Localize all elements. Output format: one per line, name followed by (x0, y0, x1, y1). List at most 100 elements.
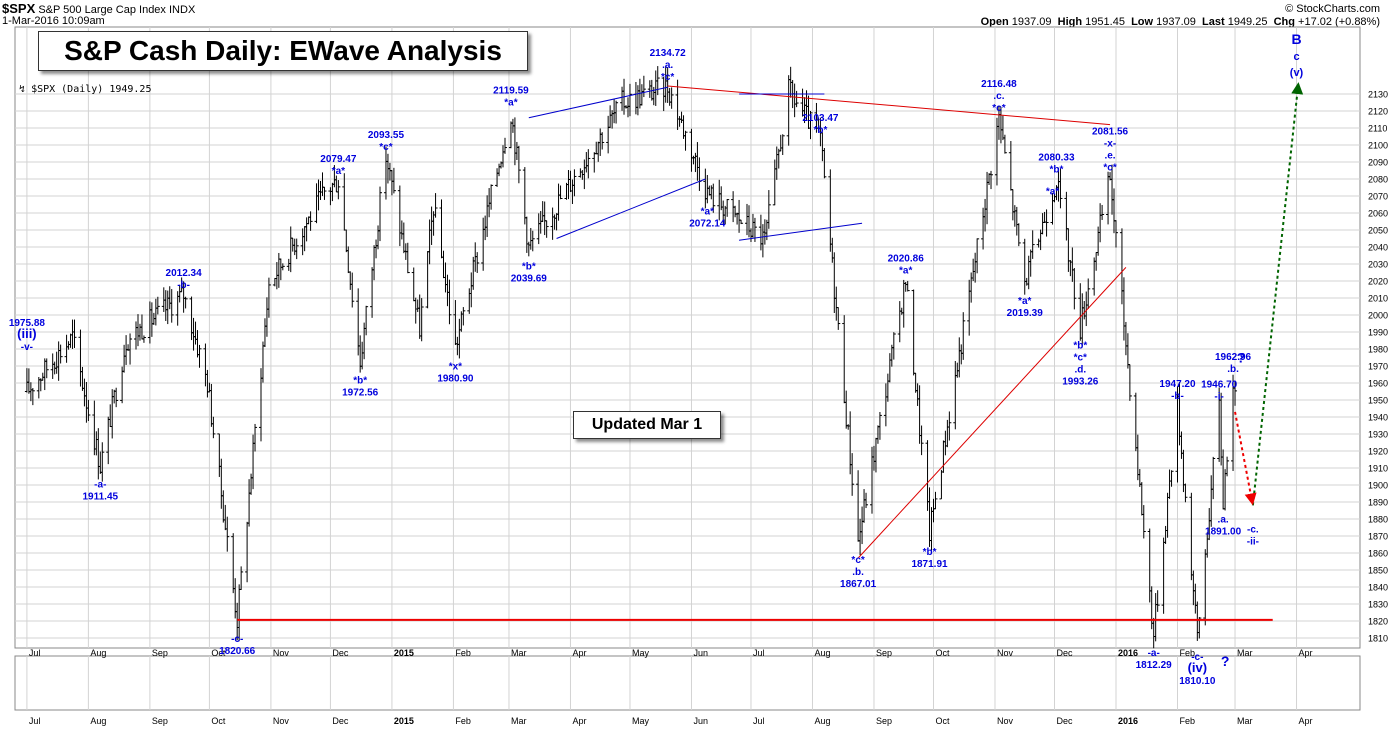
wave-label: *b* (813, 125, 827, 136)
y-tick-label: 1970 (1368, 362, 1388, 372)
header-name: S&P 500 Large Cap Index (38, 4, 166, 16)
projection-arrow-green (1251, 81, 1304, 506)
wave-label: 2134.72 (650, 48, 687, 59)
y-tick-label: 1840 (1368, 583, 1388, 593)
wave-label: *c* (379, 142, 392, 153)
x-tick-label: Dec (1056, 648, 1073, 658)
wave-label: (iv) (1188, 660, 1208, 675)
x-tick-label: Sep (152, 648, 168, 658)
y-tick-label: 2010 (1368, 294, 1388, 304)
x-tick-label-lower: Nov (997, 716, 1014, 726)
y-tick-label: 2080 (1368, 175, 1388, 185)
x-tick-label: Nov (273, 648, 290, 658)
y-tick-label: 1990 (1368, 328, 1388, 338)
y-tick-label: 2020 (1368, 277, 1388, 287)
x-tick-label: 2015 (394, 648, 414, 658)
wave-label: *a* (1046, 186, 1059, 197)
y-tick-label: 1870 (1368, 532, 1388, 542)
wave-label: -a- (1148, 648, 1160, 659)
y-tick-label: 1960 (1368, 379, 1388, 389)
wave-label: B (1291, 31, 1301, 47)
x-tick-label-lower: 2016 (1118, 716, 1138, 726)
projection-arrow-red (1234, 411, 1257, 506)
wave-label: *b* (1073, 340, 1087, 351)
y-tick-label: 1880 (1368, 515, 1388, 525)
y-tick-label: 1950 (1368, 396, 1388, 406)
y-tick-label: 1980 (1368, 345, 1388, 355)
wave-label: -ii- (1247, 537, 1259, 548)
low-label: Low (1131, 16, 1154, 28)
lower-panel-frame (14, 655, 1361, 711)
x-tick-label: Dec (332, 648, 349, 658)
wave-label: 1911.45 (82, 492, 118, 503)
update-note-box: Updated Mar 1 (573, 411, 721, 439)
wave-label: *c* (851, 555, 864, 566)
wave-label: *x* (449, 361, 462, 372)
y-tick-label: 2000 (1368, 311, 1388, 321)
x-tick-label-lower: Jul (29, 716, 41, 726)
y-tick-label: 2050 (1368, 226, 1388, 236)
trend-line (857, 267, 1127, 559)
y-tick-label: 2090 (1368, 158, 1388, 168)
low-value: 1937.09 (1156, 16, 1196, 28)
y-tick-label: 1890 (1368, 498, 1388, 508)
y-tick-label: 1910 (1368, 464, 1388, 474)
question-mark: ? (1221, 653, 1230, 669)
wave-label: .a. (1218, 514, 1229, 525)
wave-label: -x- (1104, 138, 1116, 149)
wave-label: 1810.10 (1179, 676, 1216, 687)
header-symbol-line: $SPX S&P 500 Large Cap Index INDX (2, 1, 195, 16)
wave-label: 1812.29 (1136, 660, 1173, 671)
wave-label: 1867.01 (840, 579, 877, 590)
wave-label: -c- (231, 634, 243, 645)
x-tick-label-lower: Apr (1299, 716, 1313, 726)
chg-value: +17.02 (+0.88%) (1298, 16, 1380, 28)
x-tick-label: Jul (29, 648, 41, 658)
wave-label: 2012.34 (166, 268, 203, 279)
y-tick-label: 1820 (1368, 617, 1388, 627)
wave-label: 1947.20 (1159, 379, 1196, 390)
chart-title-box: S&P Cash Daily: EWave Analysis (38, 31, 528, 71)
open-label: Open (980, 16, 1009, 28)
x-tick-label: Apr (572, 648, 586, 658)
wave-label: (iii) (17, 326, 37, 341)
x-tick-label-lower: Feb (455, 716, 471, 726)
y-tick-label: 2110 (1368, 124, 1387, 134)
legend-label: $SPX (Daily) 1949.25 (31, 84, 152, 95)
chart-legend: ↯ $SPX (Daily) 1949.25 (19, 84, 151, 95)
question-mark: ? (1237, 350, 1246, 366)
wave-label: *c* (1074, 352, 1087, 363)
x-tick-label: Jul (753, 648, 765, 658)
x-tick-label-lower: Oct (935, 716, 950, 726)
wave-label: -v- (21, 342, 33, 353)
header-exchange: INDX (169, 4, 196, 16)
y-tick-label: 2120 (1368, 107, 1388, 117)
header-symbol: $SPX (2, 1, 36, 16)
y-tick-label: 1930 (1368, 430, 1388, 440)
wave-label: *c* (661, 72, 674, 83)
wave-label: *b* (923, 547, 937, 558)
wave-label: 2020.86 (888, 254, 925, 265)
x-tick-label-lower: Oct (211, 716, 226, 726)
wave-label: c (1293, 51, 1299, 63)
wave-label: *a* (701, 206, 714, 217)
x-tick-label-lower: May (632, 716, 650, 726)
y-tick-label: 2030 (1368, 260, 1388, 270)
header-source: © StockCharts.com (1285, 3, 1380, 15)
x-tick-label: Apr (1299, 648, 1313, 658)
x-tick-label-lower: Sep (152, 716, 168, 726)
x-tick-label: Aug (814, 648, 830, 658)
wave-label: 2072.14 (689, 218, 726, 229)
open-value: 1937.09 (1011, 16, 1052, 28)
x-tick-label: Feb (455, 648, 471, 658)
wave-label: -a- (94, 480, 106, 491)
x-tick-label-lower: Jul (753, 716, 765, 726)
wave-label: 1946.70 (1201, 380, 1238, 391)
x-tick-label: May (632, 648, 650, 658)
wave-label: 1871.91 (911, 559, 948, 570)
x-tick-label-lower: Feb (1179, 716, 1195, 726)
wave-label: *b* (353, 376, 367, 387)
wave-label: 1993.26 (1062, 376, 1099, 387)
x-tick-label: Feb (1179, 648, 1195, 658)
